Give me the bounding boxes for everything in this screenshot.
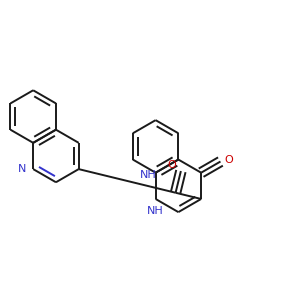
- Text: O: O: [224, 155, 233, 165]
- Text: NH: NH: [147, 206, 164, 216]
- Text: NH: NH: [140, 170, 157, 180]
- Text: N: N: [18, 164, 27, 174]
- Text: O: O: [168, 160, 176, 170]
